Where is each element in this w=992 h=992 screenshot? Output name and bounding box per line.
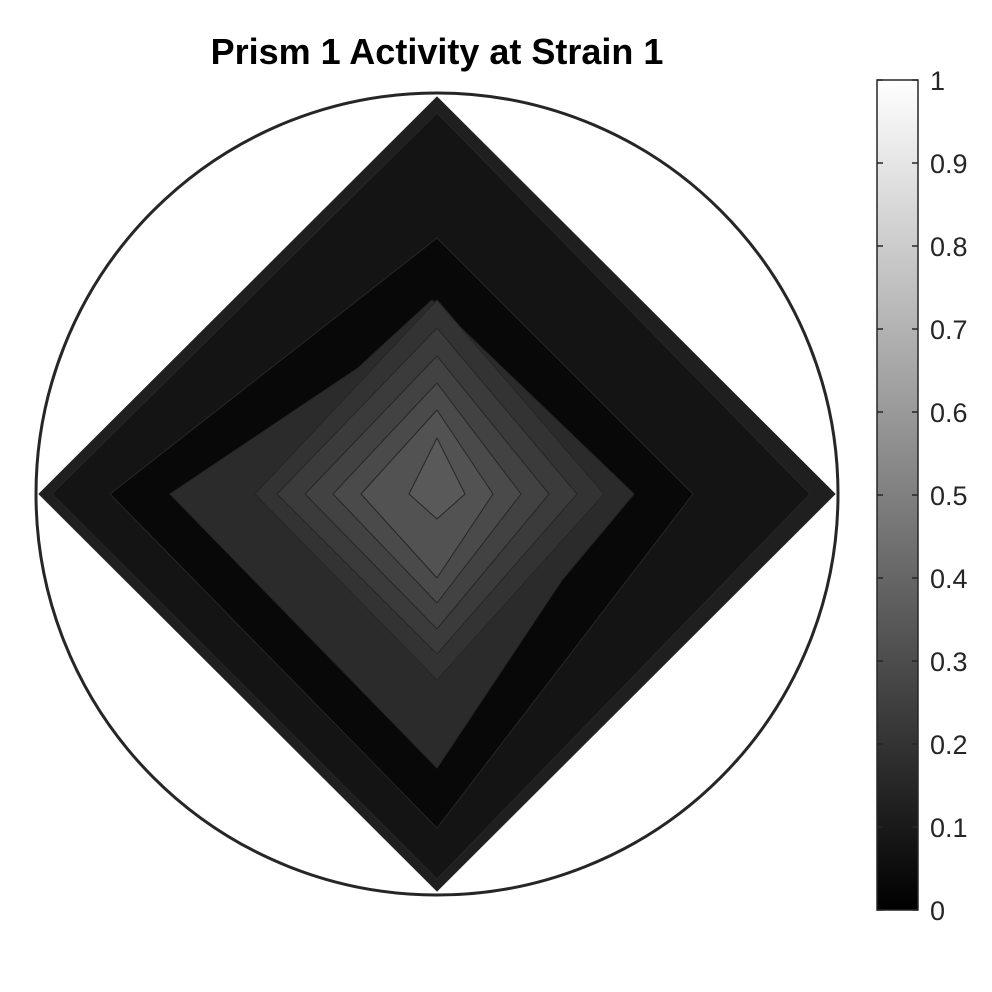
colorbar-tick-label: 0.7 bbox=[930, 315, 968, 345]
colorbar-tick-label: 0.9 bbox=[930, 149, 968, 179]
colorbar-tick-label: 0.4 bbox=[930, 564, 968, 594]
colorbar-gradient bbox=[876, 79, 919, 911]
contour-plot bbox=[38, 96, 836, 892]
chart-title: Prism 1 Activity at Strain 1 bbox=[211, 31, 664, 72]
colorbar-ticks: 0 0.1 0.2 0.3 0.4 0.5 0.6 0.7 0.8 0.9 1 bbox=[877, 66, 968, 926]
colorbar-tick-label: 0.1 bbox=[930, 813, 968, 843]
colorbar-tick-label: 1 bbox=[930, 66, 945, 96]
colorbar-tick-label: 0.2 bbox=[930, 730, 968, 760]
colorbar-tick-label: 0 bbox=[930, 896, 945, 926]
colorbar: 0 0.1 0.2 0.3 0.4 0.5 0.6 0.7 0.8 0.9 1 bbox=[876, 66, 968, 926]
contour-level-10 bbox=[408, 437, 466, 520]
colorbar-tick-label: 0.3 bbox=[930, 647, 968, 677]
colorbar-tick-label: 0.8 bbox=[930, 232, 968, 262]
colorbar-tick-label: 0.6 bbox=[930, 398, 968, 428]
colorbar-tick-label: 0.5 bbox=[930, 481, 968, 511]
